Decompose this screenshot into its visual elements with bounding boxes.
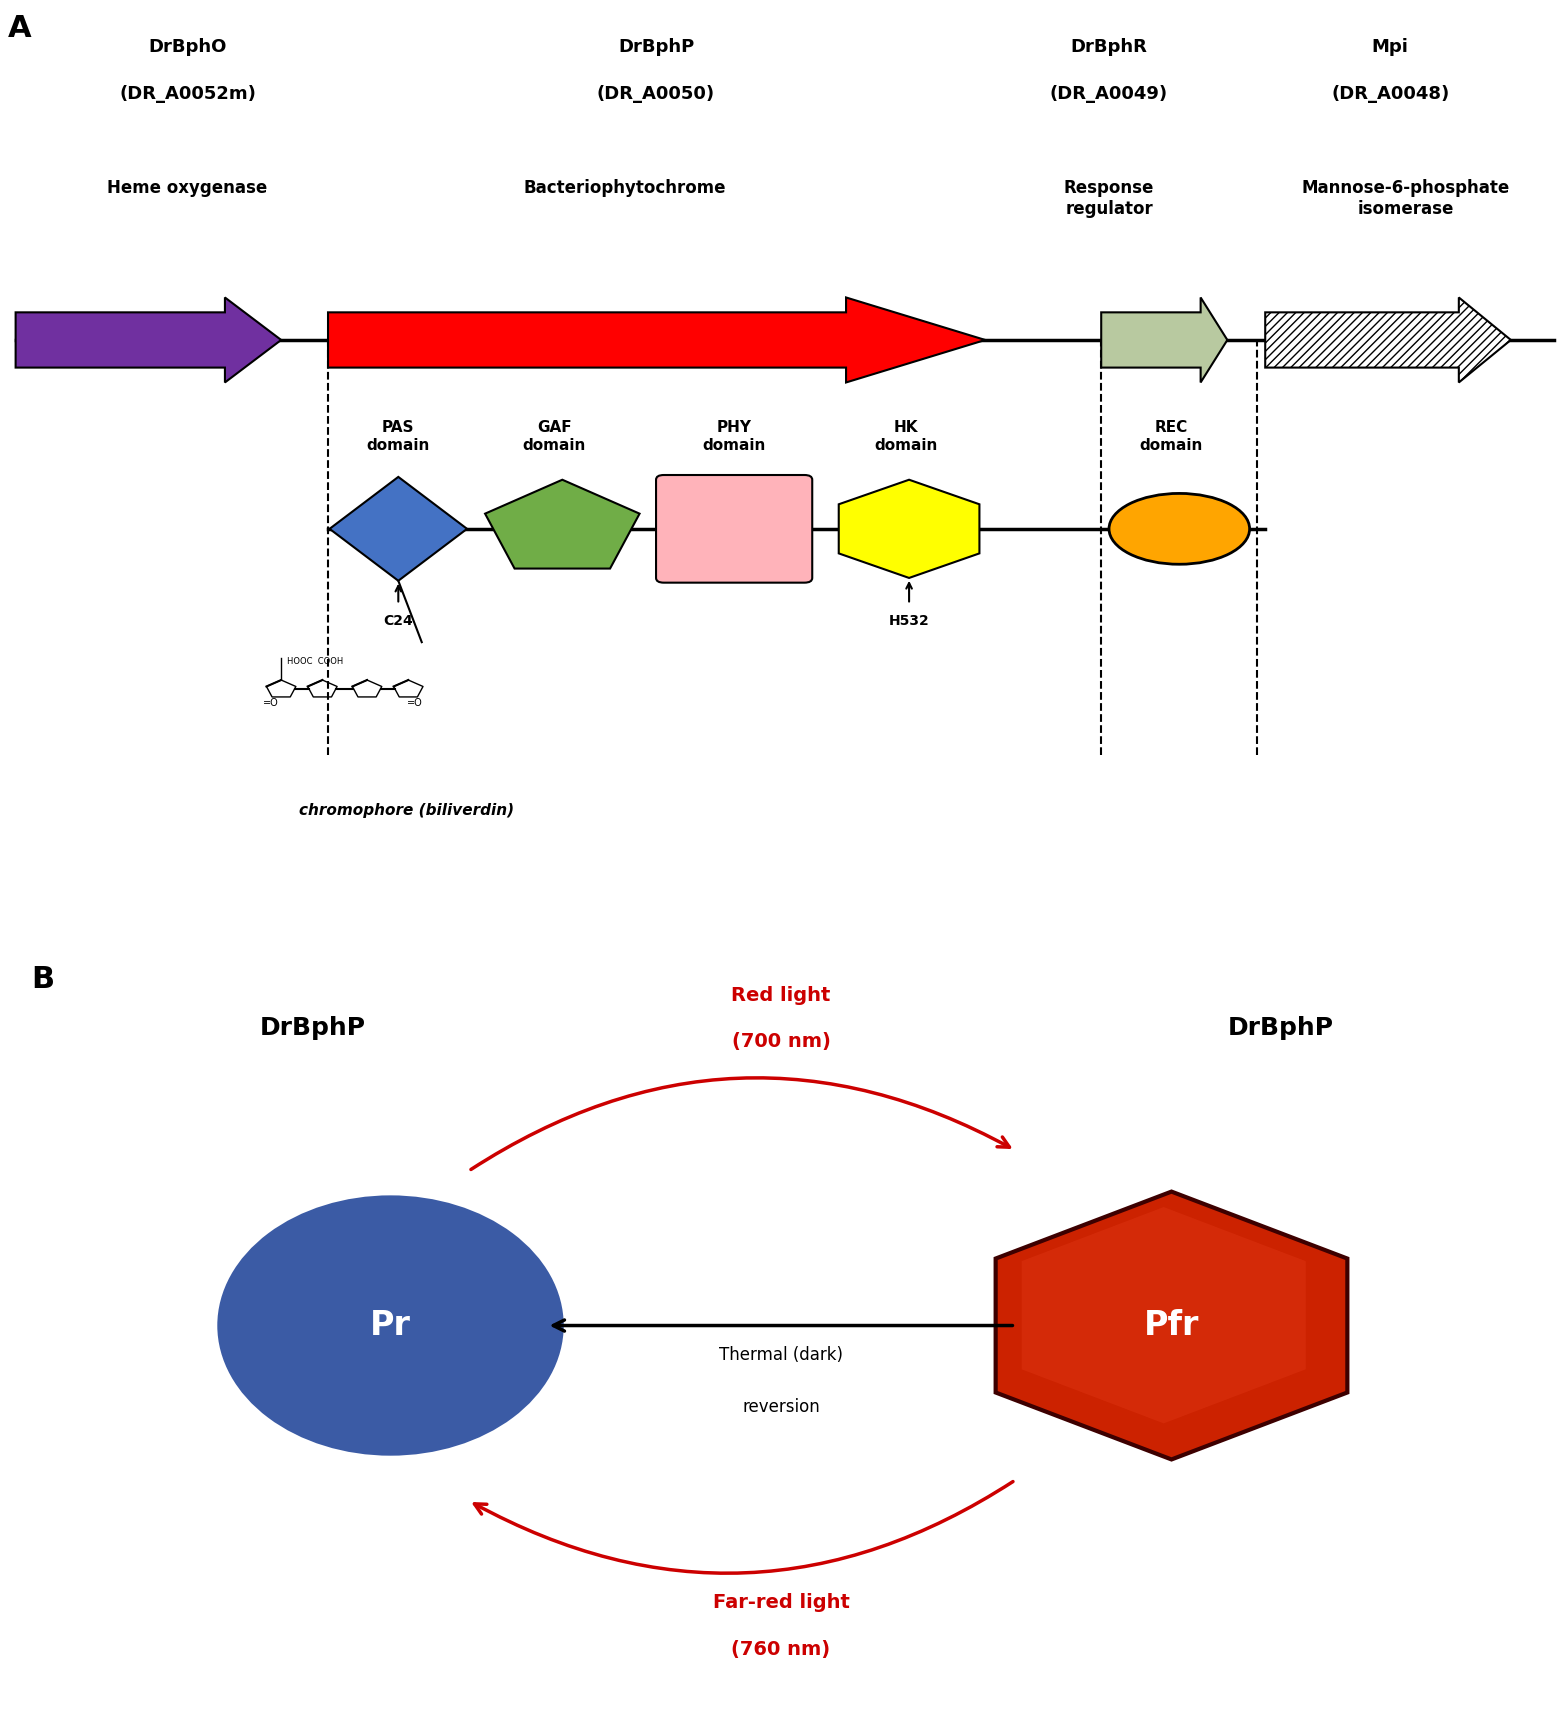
Text: C24: C24 <box>383 615 414 628</box>
Ellipse shape <box>1109 493 1250 565</box>
Text: PHY
domain: PHY domain <box>703 421 765 453</box>
Text: (700 nm): (700 nm) <box>731 1032 831 1051</box>
FancyArrow shape <box>1265 297 1510 383</box>
Text: GAF
domain: GAF domain <box>523 421 586 453</box>
Text: PAS
domain: PAS domain <box>367 421 430 453</box>
Text: (DR_A0050): (DR_A0050) <box>597 84 715 103</box>
Text: DrBphP: DrBphP <box>1228 1016 1334 1041</box>
FancyArrowPatch shape <box>470 1078 1009 1169</box>
Text: (DR_A0048): (DR_A0048) <box>1331 84 1450 103</box>
FancyBboxPatch shape <box>656 476 812 582</box>
Text: Mannose-6-phosphate
isomerase: Mannose-6-phosphate isomerase <box>1301 180 1510 218</box>
FancyArrowPatch shape <box>475 1482 1014 1573</box>
Text: Bacteriophytochrome: Bacteriophytochrome <box>523 180 726 197</box>
Text: HK
domain: HK domain <box>875 421 937 453</box>
Polygon shape <box>995 1192 1348 1459</box>
Text: Heme oxygenase: Heme oxygenase <box>108 180 267 197</box>
Text: Pfr: Pfr <box>1143 1308 1200 1343</box>
Polygon shape <box>486 479 639 568</box>
Text: (DR_A0049): (DR_A0049) <box>1050 84 1168 103</box>
Text: B: B <box>31 965 55 994</box>
FancyArrow shape <box>1101 297 1228 383</box>
Ellipse shape <box>219 1197 562 1454</box>
Text: Mpi: Mpi <box>1371 38 1409 55</box>
Text: DrBphP: DrBphP <box>619 38 694 55</box>
FancyArrowPatch shape <box>553 1320 1012 1331</box>
Text: Response
regulator: Response regulator <box>1064 180 1154 218</box>
Text: =O: =O <box>408 699 423 707</box>
Text: REC
domain: REC domain <box>1140 421 1203 453</box>
FancyArrow shape <box>16 297 281 383</box>
Text: HOOC  COOH: HOOC COOH <box>287 658 344 666</box>
Polygon shape <box>839 479 979 579</box>
Text: reversion: reversion <box>742 1398 820 1415</box>
Text: chromophore (biliverdin): chromophore (biliverdin) <box>298 804 514 817</box>
Text: Pr: Pr <box>370 1308 411 1343</box>
FancyArrow shape <box>328 297 986 383</box>
Text: (760 nm): (760 nm) <box>731 1640 831 1659</box>
Text: DrBphR: DrBphR <box>1070 38 1148 55</box>
Text: H532: H532 <box>889 615 929 628</box>
Text: Thermal (dark): Thermal (dark) <box>719 1346 843 1363</box>
Text: DrBphP: DrBphP <box>259 1016 366 1041</box>
Polygon shape <box>1022 1207 1306 1423</box>
Polygon shape <box>330 477 467 580</box>
Text: =O: =O <box>262 699 278 707</box>
Text: DrBphO: DrBphO <box>148 38 226 55</box>
Text: A: A <box>8 14 31 43</box>
Text: Red light: Red light <box>731 986 831 1004</box>
Text: Far-red light: Far-red light <box>712 1593 850 1612</box>
Text: (DR_A0052m): (DR_A0052m) <box>119 84 256 103</box>
